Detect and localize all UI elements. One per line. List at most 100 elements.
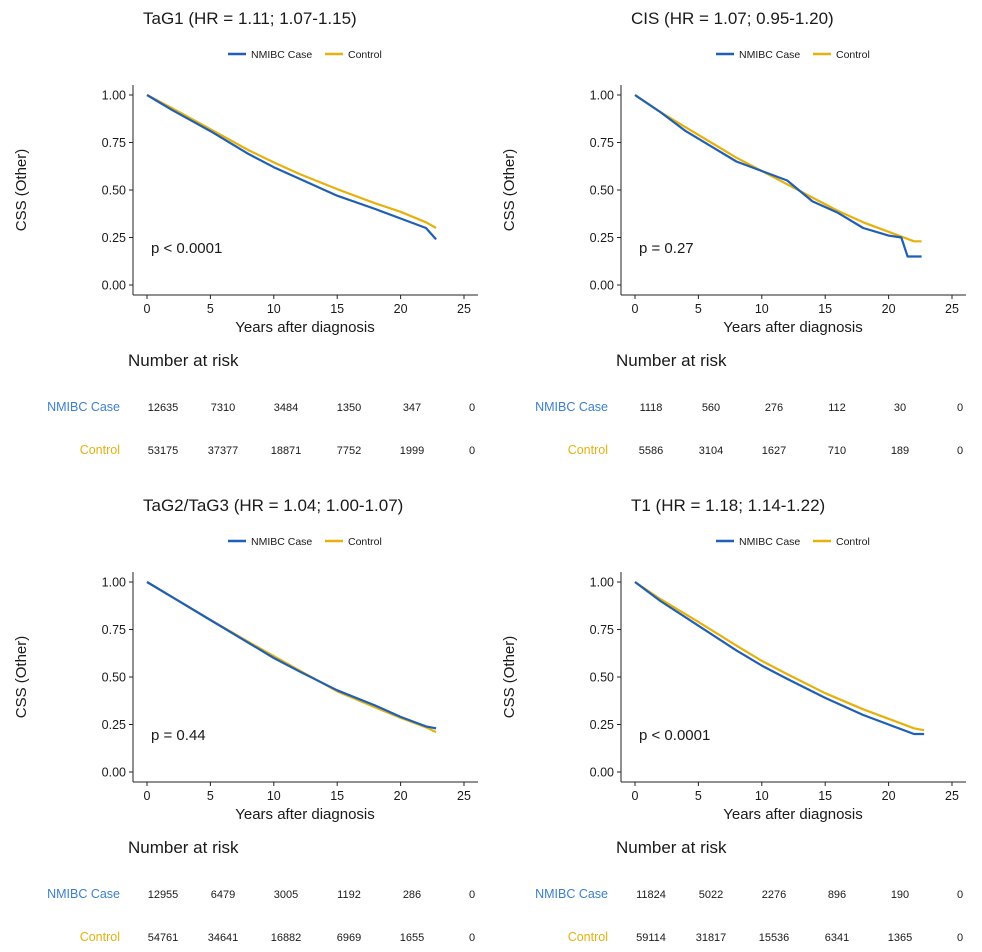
chart-title: TaG2/TaG3 (HR = 1.04; 1.00-1.07): [143, 496, 403, 515]
x-tick-label: 15: [818, 789, 832, 803]
risk-cell: 37377: [208, 445, 239, 457]
y-tick-label: 1.00: [590, 576, 614, 590]
risk-table-title: Number at risk: [616, 351, 727, 370]
y-tick-label: 0.75: [102, 136, 126, 150]
risk-cell: 0: [957, 889, 963, 901]
risk-cell: 0: [469, 889, 475, 901]
risk-cell: 1365: [888, 932, 912, 944]
chart-title: TaG1 (HR = 1.11; 1.07-1.15): [143, 9, 357, 28]
x-tick-label: 0: [632, 302, 639, 316]
y-tick-label: 0.00: [102, 279, 126, 293]
chart-panel-4: T1 (HR = 1.18; 1.14-1.22) NMIBC Case Contr…: [501, 496, 966, 944]
series-line-control: [146, 94, 437, 229]
x-tick-label: 15: [818, 302, 832, 316]
x-tick-label: 10: [755, 302, 769, 316]
chart-panel-1: TaG1 (HR = 1.11; 1.07-1.15) NMIBC Case Con…: [13, 9, 478, 457]
legend: NMIBC Case Control: [716, 536, 870, 548]
x-axis-label: Years after diagnosis: [723, 806, 863, 823]
legend-label-case: NMIBC Case: [251, 536, 312, 548]
series-line-case: [634, 581, 925, 736]
risk-cell: 1627: [762, 445, 786, 457]
series-line-control: [634, 581, 925, 732]
risk-cell: 30: [894, 402, 906, 414]
risk-cell: 15536: [759, 932, 790, 944]
risk-cell: 1350: [337, 402, 361, 414]
legend: NMIBC Case Control: [716, 49, 870, 61]
y-tick-label: 0.75: [590, 136, 614, 150]
risk-cell: 710: [828, 445, 846, 457]
legend: NMIBC Case Control: [228, 49, 382, 61]
risk-cell: 1192: [337, 889, 361, 901]
risk-row-label: NMIBC Case: [535, 887, 608, 901]
series-line-case: [634, 94, 922, 258]
risk-cell: 11824: [636, 889, 666, 901]
legend-label-case: NMIBC Case: [739, 49, 800, 61]
y-tick-label: 0.00: [590, 766, 614, 780]
risk-cell: 6479: [211, 889, 235, 901]
x-tick-label: 25: [457, 302, 471, 316]
risk-cell: 6969: [337, 932, 361, 944]
x-axis-label: Years after diagnosis: [723, 319, 863, 336]
risk-cell: 3484: [274, 402, 298, 414]
y-tick-label: 0.75: [102, 623, 126, 637]
risk-cell: 286: [403, 889, 421, 901]
series-line-case: [146, 581, 437, 730]
x-tick-label: 5: [695, 302, 702, 316]
x-tick-label: 0: [632, 789, 639, 803]
y-axis-label: CSS (Other): [501, 149, 518, 232]
y-tick-label: 1.00: [590, 89, 614, 103]
risk-cell: 112: [828, 402, 846, 414]
chart-panel-3: TaG2/TaG3 (HR = 1.04; 1.00-1.07) NMIBC Ca…: [13, 496, 478, 944]
risk-row-label: NMIBC Case: [47, 400, 120, 414]
risk-cell: 59114: [636, 932, 666, 944]
risk-cell: 3104: [699, 445, 723, 457]
x-tick-label: 25: [457, 789, 471, 803]
risk-cell: 560: [702, 402, 720, 414]
risk-cell: 16882: [271, 932, 302, 944]
series-line-control: [634, 94, 922, 243]
y-tick-label: 1.00: [102, 89, 126, 103]
p-value-label: p = 0.44: [151, 727, 206, 744]
risk-row-label: Control: [80, 930, 120, 944]
series-line-control: [146, 581, 437, 734]
risk-cell: 34641: [208, 932, 239, 944]
x-tick-label: 15: [330, 302, 344, 316]
risk-cell: 189: [891, 445, 909, 457]
y-axis-label: CSS (Other): [13, 149, 30, 232]
y-tick-label: 0.25: [590, 231, 614, 245]
risk-cell: 54761: [148, 932, 179, 944]
risk-row-label: NMIBC Case: [535, 400, 608, 414]
y-tick-label: 0.00: [590, 279, 614, 293]
risk-cell: 3005: [274, 889, 298, 901]
risk-cell: 896: [828, 889, 846, 901]
risk-table-title: Number at risk: [128, 351, 239, 370]
x-tick-label: 0: [144, 302, 151, 316]
chart-title: T1 (HR = 1.18; 1.14-1.22): [631, 496, 825, 515]
legend-label-control: Control: [348, 536, 382, 548]
y-tick-label: 0.50: [590, 671, 614, 685]
risk-cell: 0: [469, 402, 475, 414]
risk-cell: 5022: [699, 889, 723, 901]
risk-cell: 53175: [148, 445, 179, 457]
risk-cell: 190: [891, 889, 909, 901]
x-tick-label: 20: [882, 789, 896, 803]
x-tick-label: 5: [207, 302, 214, 316]
risk-row-label: Control: [80, 443, 120, 457]
chart-panel-2: CIS (HR = 1.07; 0.95-1.20) NMIBC Case Cont…: [501, 9, 966, 457]
risk-cell: 0: [957, 932, 963, 944]
legend: NMIBC Case Control: [228, 536, 382, 548]
x-tick-label: 0: [144, 789, 151, 803]
p-value-label: p = 0.27: [639, 240, 694, 257]
y-tick-label: 0.50: [590, 184, 614, 198]
risk-cell: 5586: [639, 445, 663, 457]
y-tick-label: 0.50: [102, 671, 126, 685]
x-tick-label: 25: [945, 789, 959, 803]
y-tick-label: 0.00: [102, 766, 126, 780]
legend-label-case: NMIBC Case: [251, 49, 312, 61]
legend-label-case: NMIBC Case: [739, 536, 800, 548]
risk-table-title: Number at risk: [616, 838, 727, 857]
risk-cell: 0: [957, 445, 963, 457]
risk-row-label: NMIBC Case: [47, 887, 120, 901]
